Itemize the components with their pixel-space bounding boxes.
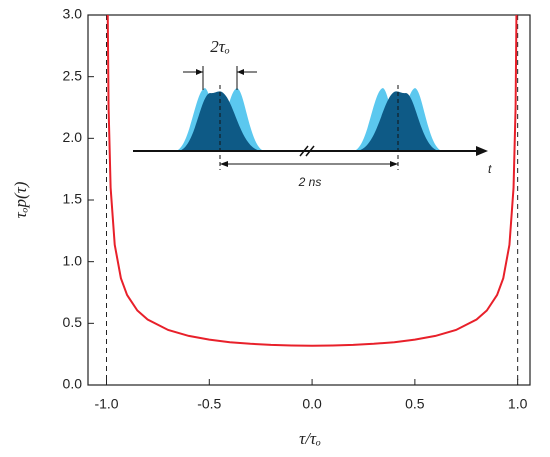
inset: 2τₒ 2 ns t	[133, 37, 492, 189]
axis-break	[305, 145, 315, 157]
y-tick-label: 1.0	[63, 252, 83, 268]
x-tick-label: -1.0	[94, 396, 118, 412]
y-tick-label: 3.0	[63, 6, 83, 22]
arrow-head	[476, 146, 488, 156]
x-tick-label: 1.0	[508, 396, 528, 412]
plot-area	[106, 15, 518, 347]
gap-label: 2 ns	[298, 175, 322, 189]
y-tick-label: 0.0	[63, 376, 83, 392]
x-tick-label: 0.5	[405, 396, 425, 412]
x-tick-label: -0.5	[197, 396, 221, 412]
y-tick-label: 2.0	[63, 129, 83, 145]
x-tick-label: 0.0	[302, 396, 322, 412]
axis-break	[299, 145, 309, 157]
y-tick-label: 2.5	[63, 67, 83, 83]
y-axis-label: τₒp(τ)	[11, 181, 30, 218]
y-tick-label: 0.5	[63, 314, 83, 330]
line-series	[106, 15, 518, 347]
y-tick-label: 1.5	[63, 191, 83, 207]
plot-frame	[87, 14, 531, 386]
x-axis-label: τ/τₒ	[299, 429, 321, 448]
width-label: 2τₒ	[210, 37, 230, 56]
time-label: t	[488, 162, 492, 176]
